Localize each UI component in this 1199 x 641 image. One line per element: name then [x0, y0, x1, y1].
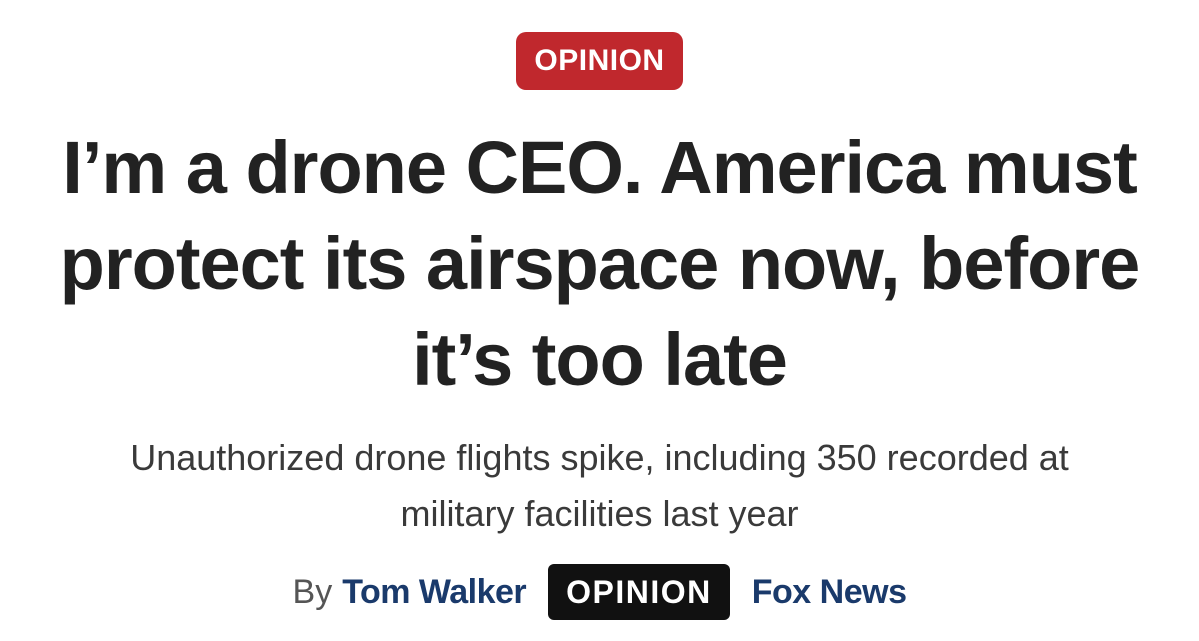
byline-prefix: By — [292, 572, 333, 611]
headline: I’m a drone CEO. America must protect it… — [59, 126, 1141, 401]
section-badge[interactable]: OPINION — [516, 32, 683, 90]
byline: By Tom Walker OPINION Fox News — [293, 564, 907, 620]
author-link[interactable]: Tom Walker — [342, 572, 527, 611]
outlet-link[interactable]: Fox News — [751, 572, 907, 611]
opinion-tag: OPINION — [548, 564, 730, 620]
subheadline: Unauthorized drone flights spike, includ… — [130, 437, 1069, 534]
